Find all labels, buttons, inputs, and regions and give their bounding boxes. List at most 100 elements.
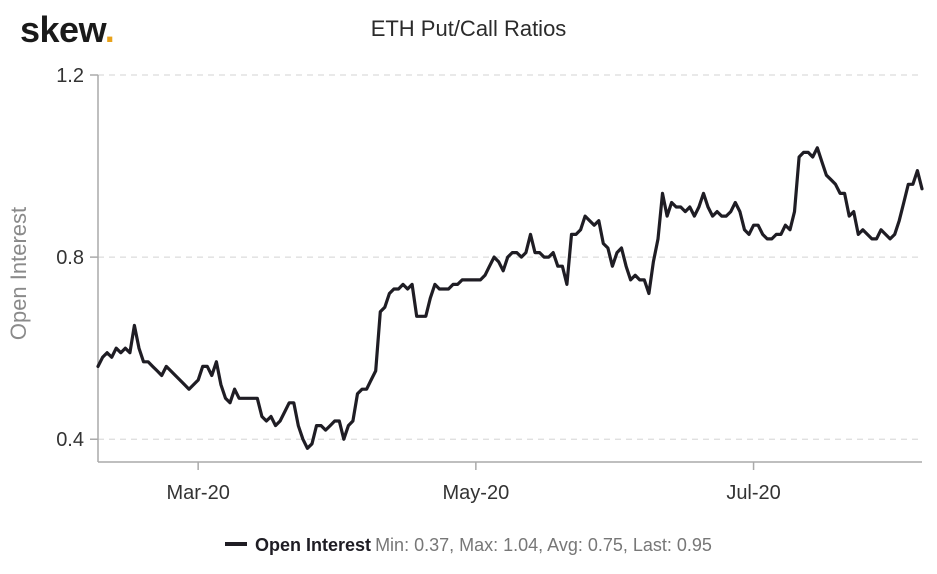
data-point	[702, 192, 705, 195]
data-point	[488, 265, 491, 268]
data-point	[224, 397, 227, 400]
data-point	[210, 374, 213, 377]
data-point	[124, 347, 127, 350]
data-point	[301, 438, 304, 441]
data-point	[220, 383, 222, 386]
legend-stats: Min: 0.37, Max: 1.04, Avg: 0.75, Last: 0…	[375, 535, 712, 555]
data-point	[538, 251, 541, 254]
data-point	[793, 210, 796, 213]
data-point	[602, 242, 605, 245]
axes	[97, 75, 922, 463]
data-point	[575, 233, 577, 236]
data-point	[147, 360, 149, 363]
data-point	[393, 288, 395, 290]
data-point	[420, 315, 423, 318]
data-point	[784, 224, 787, 227]
data-point	[547, 256, 550, 259]
data-point	[192, 383, 195, 386]
data-point	[698, 206, 700, 208]
data-point	[921, 187, 923, 190]
data-point	[638, 278, 641, 281]
data-point	[770, 238, 773, 240]
data-point	[270, 415, 272, 418]
data-point	[643, 278, 646, 281]
data-point	[188, 388, 190, 391]
data-point	[839, 192, 841, 195]
y-tick-label: 0.8	[56, 247, 84, 269]
data-point	[898, 219, 901, 222]
data-point	[552, 251, 555, 254]
data-point	[739, 210, 741, 213]
data-point	[597, 219, 600, 222]
series-layer	[96, 146, 924, 450]
data-point	[907, 183, 910, 186]
data-point	[347, 424, 350, 427]
data-point	[684, 210, 687, 213]
data-point	[884, 233, 887, 236]
data-point	[101, 356, 104, 359]
data-point	[880, 228, 882, 231]
data-point	[679, 206, 682, 208]
data-point	[688, 206, 691, 208]
data-point	[861, 228, 864, 231]
data-point	[470, 278, 473, 281]
data-point	[388, 292, 391, 295]
data-point	[133, 324, 136, 327]
data-point	[789, 228, 791, 231]
legend-series-name: Open Interest	[255, 535, 372, 555]
data-point	[506, 256, 509, 259]
data-point	[711, 215, 714, 218]
data-point	[543, 256, 546, 259]
data-point	[725, 215, 728, 218]
data-point	[857, 233, 860, 236]
data-point	[766, 238, 769, 240]
data-point	[433, 283, 436, 286]
data-point	[616, 251, 618, 254]
data-point	[352, 420, 354, 422]
legend-swatch	[225, 542, 248, 547]
data-point	[729, 210, 732, 213]
data-point	[452, 283, 454, 286]
data-point	[757, 224, 760, 227]
data-point	[174, 374, 177, 377]
data-point	[229, 401, 231, 404]
data-point	[292, 401, 295, 404]
data-point	[775, 233, 778, 236]
data-point	[852, 210, 855, 213]
data-point	[110, 356, 113, 359]
data-point	[593, 224, 596, 227]
data-point	[406, 288, 409, 290]
data-point	[866, 233, 869, 236]
data-point	[183, 383, 186, 386]
data-point	[570, 233, 573, 236]
data-point	[534, 251, 536, 254]
data-point	[397, 288, 400, 290]
data-point	[197, 379, 200, 381]
data-point	[265, 420, 268, 422]
data-point	[383, 306, 386, 309]
data-point	[279, 420, 281, 422]
data-point	[447, 288, 450, 290]
grid-lines	[98, 74, 922, 440]
data-point	[443, 288, 445, 290]
data-point	[647, 292, 650, 295]
data-point	[629, 278, 632, 281]
data-point	[297, 424, 300, 427]
x-tick-label: May-20	[443, 482, 510, 504]
data-point	[816, 146, 819, 149]
x-tick-label: Mar-20	[166, 482, 229, 504]
data-point	[584, 215, 587, 218]
data-point	[329, 424, 332, 427]
data-point	[324, 429, 327, 432]
data-point	[97, 365, 99, 368]
y-axis-label: Open Interest	[6, 207, 31, 340]
data-point	[889, 238, 892, 240]
data-point	[893, 233, 896, 236]
data-point	[807, 151, 810, 154]
data-point	[138, 347, 140, 350]
data-point	[251, 397, 254, 400]
data-point	[461, 278, 464, 281]
data-point	[511, 251, 514, 254]
data-point	[438, 288, 441, 290]
data-point	[233, 388, 236, 391]
